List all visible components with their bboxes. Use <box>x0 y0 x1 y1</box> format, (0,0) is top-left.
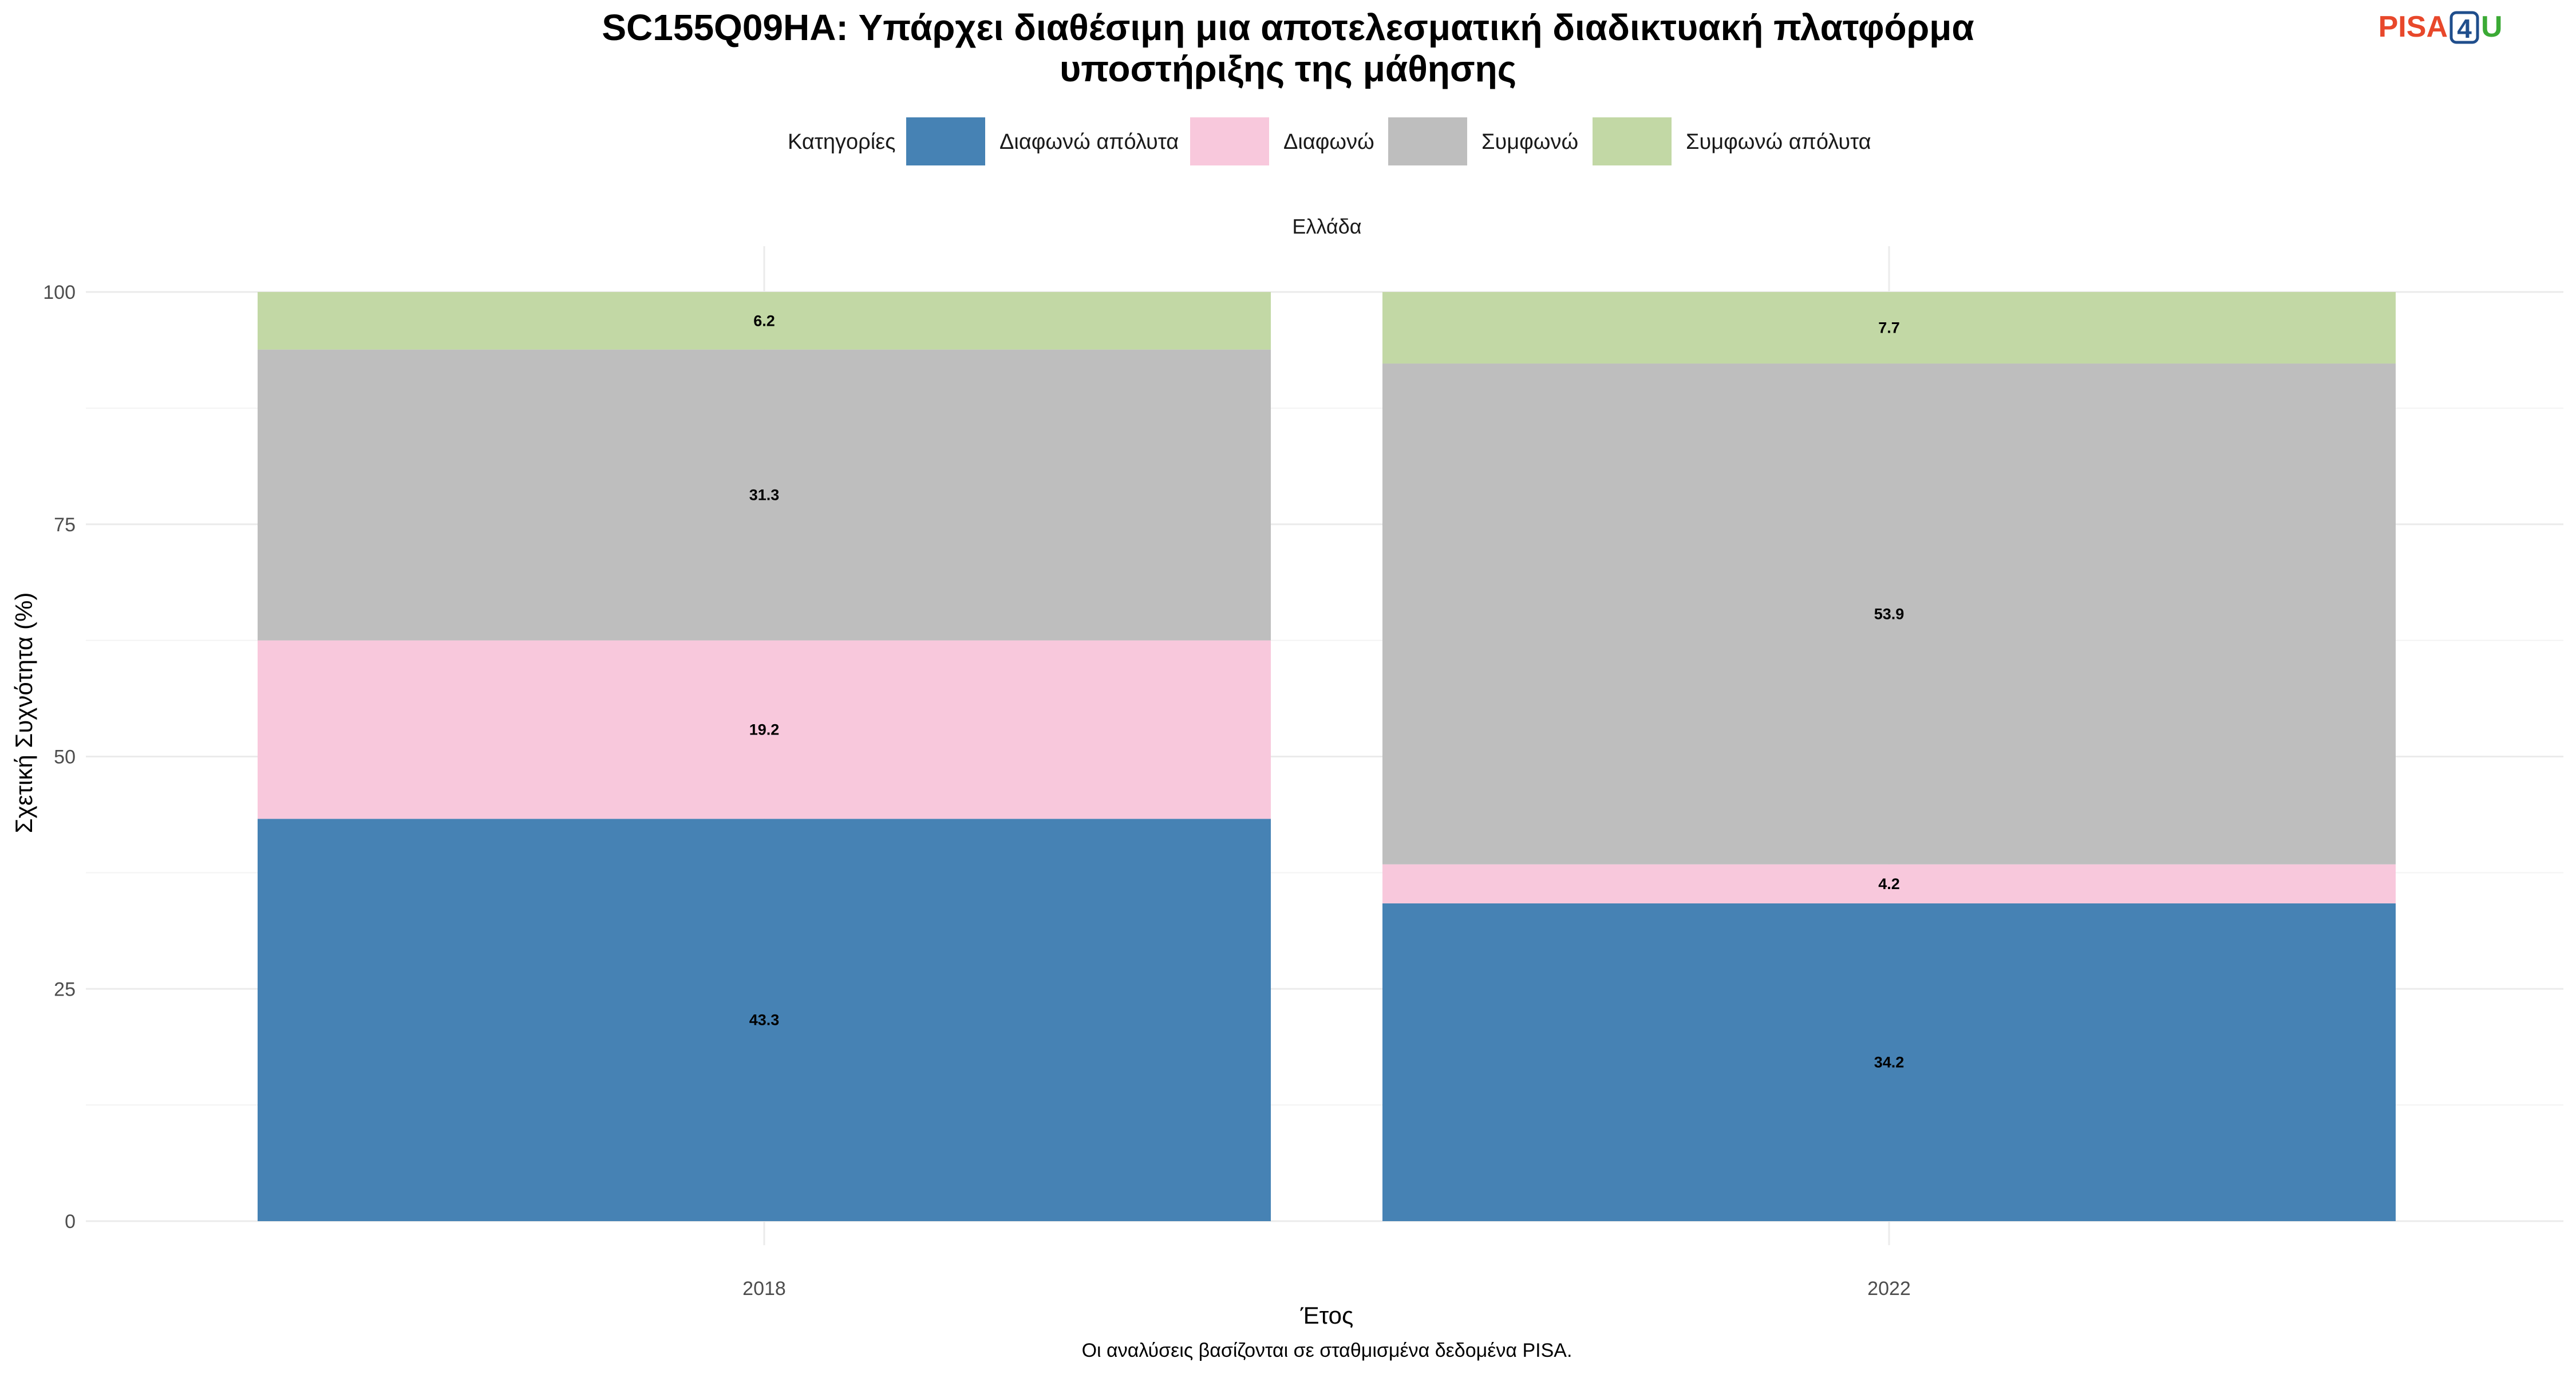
legend-key <box>1388 117 1467 165</box>
logo-text-u: U <box>2481 10 2503 44</box>
facet-label: Ελλάδα <box>1292 215 1361 238</box>
x-tick-label: 2018 <box>742 1278 786 1300</box>
legend-label: Συμφωνώ απόλυτα <box>1686 130 1871 154</box>
legend-label: Διαφωνώ <box>1283 130 1374 154</box>
value-labels: 43.3 19.2 31.3 6.2 34.2 4.2 53.9 7.7 <box>749 312 1905 1071</box>
data-label: 34.2 <box>1874 1053 1905 1071</box>
x-tick-label: 2022 <box>1867 1278 1911 1300</box>
bar-segment <box>1382 292 2396 364</box>
data-label: 6.2 <box>753 312 775 329</box>
bar-segment <box>258 819 1271 1221</box>
y-tick-label: 0 <box>65 1211 76 1233</box>
bar-segment <box>258 292 1271 350</box>
bar-segment <box>258 349 1271 641</box>
data-label: 53.9 <box>1874 605 1905 622</box>
data-label: 4.2 <box>1878 875 1900 893</box>
legend-label: Διαφωνώ απόλυτα <box>999 130 1179 154</box>
chart-title-line2: υποστήριξης της μάθησης <box>1060 48 1516 89</box>
y-tick-label: 25 <box>54 978 76 1000</box>
chart-title-line1: SC155Q09HA: Υπάρχει διαθέσιμη μια αποτελ… <box>602 7 1974 48</box>
bar-segment <box>1382 363 2396 864</box>
y-tick-label: 100 <box>43 282 76 303</box>
x-axis-ticks: 2018 2022 <box>742 1278 1911 1300</box>
data-label: 7.7 <box>1878 319 1900 336</box>
y-tick-label: 50 <box>54 747 76 768</box>
data-label: 31.3 <box>749 487 780 504</box>
legend-key <box>1593 117 1672 165</box>
y-axis-title: Σχετική Συχνότητα (%) <box>10 593 37 834</box>
y-axis-ticks: 0 25 50 75 100 <box>43 282 76 1233</box>
y-tick-label: 75 <box>54 514 76 536</box>
logo-text-pisa: PISA <box>2379 10 2448 44</box>
bar-segment <box>258 640 1271 819</box>
bar-segment <box>1382 903 2396 1221</box>
bars <box>258 292 2396 1221</box>
caption: Οι αναλύσεις βασίζονται σε σταθμισμένα δ… <box>1082 1340 1573 1361</box>
legend-key <box>906 117 985 165</box>
legend-title: Κατηγορίες <box>788 130 895 154</box>
data-label: 43.3 <box>749 1012 780 1029</box>
legend: Κατηγορίες Διαφωνώ απόλυτα Διαφωνώ Συμφωνώ… <box>788 117 1871 165</box>
logo-box <box>2449 11 2479 44</box>
legend-label: Συμφωνώ <box>1481 130 1578 154</box>
data-label: 19.2 <box>749 721 780 738</box>
logo-text-4: 4 <box>2457 14 2472 44</box>
bar-segment <box>1382 864 2396 903</box>
legend-key <box>1190 117 1269 165</box>
pisa4u-logo: PISA 4 U <box>2379 10 2503 44</box>
x-axis-title: Έτος <box>1300 1302 1354 1329</box>
